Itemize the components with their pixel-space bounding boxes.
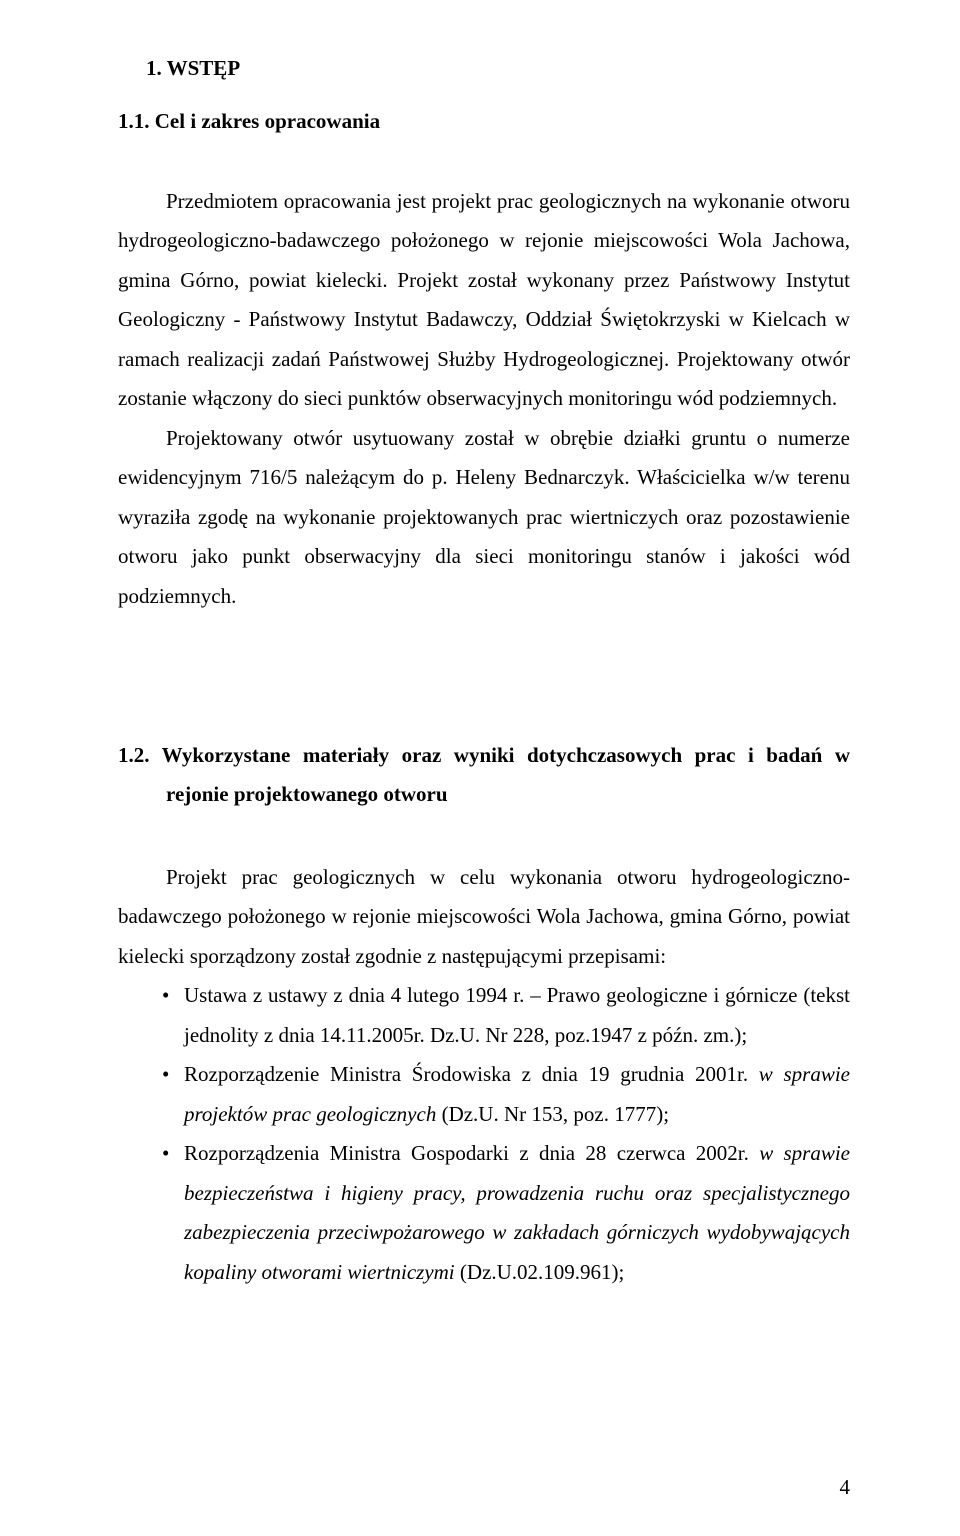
list-item-text-pre: Rozporządzenie Ministra Środowiska z dni… — [184, 1062, 759, 1086]
document-page: 1. WSTĘP 1.1. Cel i zakres opracowania P… — [0, 0, 960, 1536]
list-item-text-pre: Rozporządzenia Ministra Gospodarki z dni… — [184, 1141, 759, 1165]
list-item-text-post: (Dz.U.02.109.961); — [455, 1260, 625, 1284]
paragraph-1: Przedmiotem opracowania jest projekt pra… — [118, 182, 850, 419]
list-item: Rozporządzenie Ministra Środowiska z dni… — [162, 1055, 850, 1134]
regulation-list: Ustawa z ustawy z dnia 4 lutego 1994 r. … — [118, 976, 850, 1292]
heading-section-1-2: 1.2. Wykorzystane materiały oraz wyniki … — [118, 736, 850, 814]
paragraph-2: Projektowany otwór usytuowany został w o… — [118, 419, 850, 616]
list-item: Ustawa z ustawy z dnia 4 lutego 1994 r. … — [162, 976, 850, 1055]
list-item-text: Ustawa z ustawy z dnia 4 lutego 1994 r. … — [184, 983, 850, 1046]
list-item-text-post: (Dz.U. Nr 153, poz. 1777); — [436, 1102, 669, 1126]
list-item: Rozporządzenia Ministra Gospodarki z dni… — [162, 1134, 850, 1292]
paragraph-3: Projekt prac geologicznych w celu wykona… — [118, 858, 850, 976]
section-gap — [118, 616, 850, 736]
heading-level-1: 1. WSTĘP — [146, 56, 850, 81]
page-number: 4 — [840, 1475, 851, 1500]
heading-section-1-1: 1.1. Cel i zakres opracowania — [118, 109, 850, 134]
